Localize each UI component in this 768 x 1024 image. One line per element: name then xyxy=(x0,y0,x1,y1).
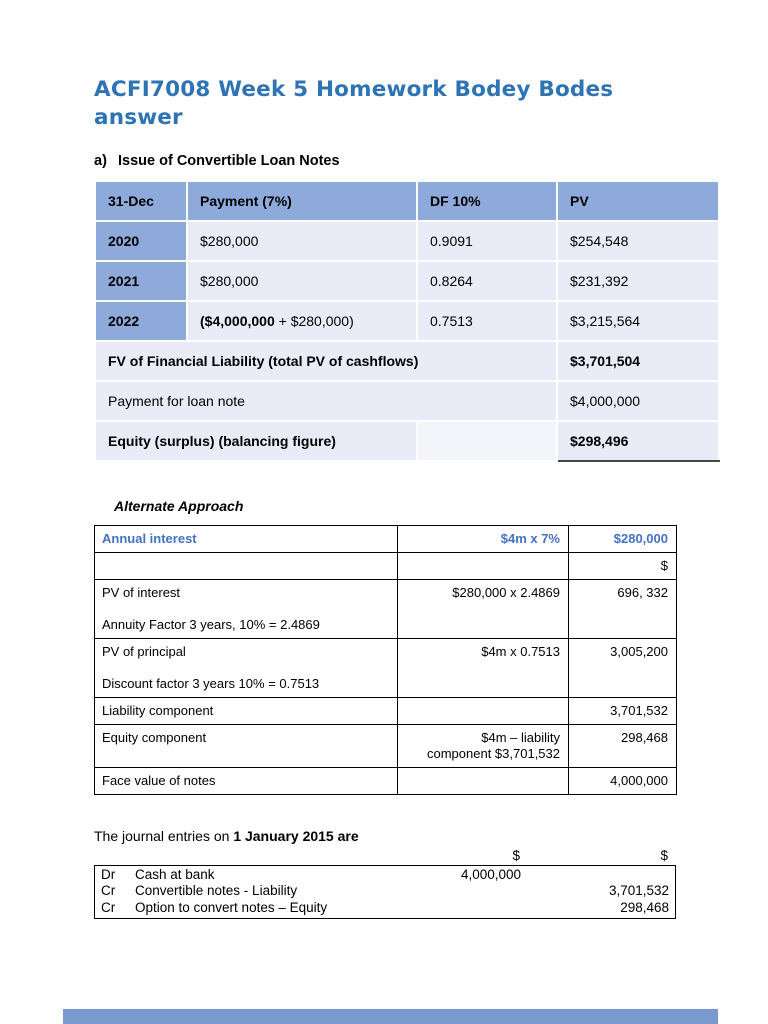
pv-row-2020: 2020 $280,000 0.9091 $254,548 xyxy=(94,219,720,262)
pv-summary-fv-label: FV of Financial Liability (total PV of c… xyxy=(94,339,558,382)
pv-summary-fv-value: $3,701,504 xyxy=(556,339,720,382)
pv-summary-payment-value: $4,000,000 xyxy=(556,379,720,422)
pv-header-df: DF 10% xyxy=(416,179,558,222)
alternate-approach-heading: Alternate Approach xyxy=(114,497,244,514)
pv-pv-cell: $254,548 xyxy=(556,219,720,262)
pv-summary-equity-label: Equity (surplus) (balancing figure) xyxy=(94,419,418,462)
alt-row-value: 298,468 xyxy=(568,723,677,768)
alt-empty-cell xyxy=(397,551,569,580)
journal-entry-row: Cr Convertible notes - Liability 3,701,5… xyxy=(95,883,677,900)
journal-entry-credit xyxy=(521,867,677,884)
alt-row-label: PV of principal Discount factor 3 years … xyxy=(94,637,398,698)
pv-header-payment: Payment (7%) xyxy=(186,179,418,222)
pv-year-cell: 2022 xyxy=(94,299,188,342)
journal-entry-account: Option to convert notes – Equity xyxy=(135,899,328,915)
pv-df-cell: 0.8264 xyxy=(416,259,558,302)
alt-row-equity: Equity component $4m – liability compone… xyxy=(94,723,677,768)
journal-entry-side: Dr xyxy=(101,866,116,882)
journal-intro-date: 1 January 2015 are xyxy=(233,827,359,844)
pv-summary-equity-value: $298,496 xyxy=(556,419,720,462)
pv-header-row: 31-Dec Payment (7%) DF 10% PV xyxy=(94,179,720,222)
section-a-title: Issue of Convertible Loan Notes xyxy=(118,152,340,169)
alt-top-value: $280,000 xyxy=(568,524,677,553)
pv-header-pv: PV xyxy=(556,179,720,222)
alt-top-label: Annual interest xyxy=(94,524,398,553)
journal-entry-account: Cash at bank xyxy=(135,866,215,882)
pv-year-cell: 2021 xyxy=(94,259,188,302)
journal-header-spacer xyxy=(94,848,134,863)
pv-pv-cell: $231,392 xyxy=(556,259,720,302)
journal-entry-row: Cr Option to convert notes – Equity 298,… xyxy=(95,900,677,917)
pv-summary-equity-row: Equity (surplus) (balancing figure) $298… xyxy=(94,419,720,462)
alt-row-liability: Liability component 3,701,532 xyxy=(94,696,677,725)
alt-row-calc xyxy=(397,696,569,725)
next-page-edge-strip xyxy=(63,1009,718,1024)
alt-row-calc: $4m – liability component $3,701,532 xyxy=(397,723,569,768)
alt-row-value: 4,000,000 xyxy=(568,766,677,795)
alt-top-row: Annual interest $4m x 7% $280,000 xyxy=(94,524,677,553)
journal-entry-account: Convertible notes - Liability xyxy=(135,883,298,899)
journal-debit-symbol: $ xyxy=(512,847,520,863)
alt-row-calc: $280,000 x 2.4869 xyxy=(397,578,569,639)
alt-row-pv-interest: PV of interest Annuity Factor 3 years, 1… xyxy=(94,578,677,639)
pv-payment-cell: ($4,000,000 + $280,000) xyxy=(186,299,418,342)
pv-header-date: 31-Dec xyxy=(94,179,188,222)
page-title: ACFI7008 Week 5 Homework Bodey Bodes ans… xyxy=(94,76,720,133)
alt-currency-row: $ xyxy=(94,551,677,580)
document-content: ACFI7008 Week 5 Homework Bodey Bodes ans… xyxy=(94,0,720,920)
alt-top-calc: $4m x 7% xyxy=(397,524,569,553)
section-a-heading: a) Issue of Convertible Loan Notes xyxy=(94,153,720,169)
alt-row-value: 3,005,200 xyxy=(568,637,677,698)
alt-row-label: Equity component xyxy=(94,723,398,768)
journal-entry-debit xyxy=(381,883,521,900)
alt-empty-cell xyxy=(94,551,398,580)
alt-row-label: Face value of notes xyxy=(94,766,398,795)
alt-row-value: 696, 332 xyxy=(568,578,677,639)
journal-entry-credit: 3,701,532 xyxy=(608,883,669,899)
journal-intro-text: The journal entries on xyxy=(94,827,234,844)
page-title-line1: ACFI7008 Week 5 Homework Bodey Bodes xyxy=(94,77,614,102)
journal-currency-header: $ $ xyxy=(94,848,676,863)
alternate-table: Annual interest $4m x 7% $280,000 $ PV o… xyxy=(94,524,677,795)
section-a-label: a) xyxy=(94,152,107,169)
alt-row-pv-principal: PV of principal Discount factor 3 years … xyxy=(94,637,677,698)
alt-row-label: Liability component xyxy=(94,696,398,725)
pv-summary-payment-label: Payment for loan note xyxy=(94,379,558,422)
alt-row-face-value: Face value of notes 4,000,000 xyxy=(94,766,677,795)
pv-row-2021: 2021 $280,000 0.8264 $231,392 xyxy=(94,259,720,302)
alt-row-calc: $4m x 0.7513 xyxy=(397,637,569,698)
journal-entry-side: Cr xyxy=(101,883,116,899)
alt-row-label: PV of interest Annuity Factor 3 years, 1… xyxy=(94,578,398,639)
journal-credit-symbol: $ xyxy=(660,847,668,863)
pv-payment-cell: $280,000 xyxy=(186,259,418,302)
journal-table: Dr Cash at bank 4,000,000 Cr Convertible… xyxy=(94,864,677,920)
journal-entry-credit: 298,468 xyxy=(620,899,669,915)
pv-payment-bold-part: ($4,000,000 xyxy=(200,312,275,329)
pv-pv-cell: $3,215,564 xyxy=(556,299,720,342)
journal-header-spacer xyxy=(134,848,380,863)
journal-entry-row: Dr Cash at bank 4,000,000 xyxy=(95,867,677,884)
pv-payment-cell: $280,000 xyxy=(186,219,418,262)
journal-entry-debit xyxy=(381,900,521,917)
pv-payment-rest: + $280,000) xyxy=(274,312,354,329)
pv-table: 31-Dec Payment (7%) DF 10% PV 2020 $280,… xyxy=(94,179,720,462)
page-title-line2: answer xyxy=(94,105,183,131)
journal-intro: The journal entries on 1 January 2015 ar… xyxy=(94,828,720,844)
journal-entry-debit: 4,000,000 xyxy=(460,866,521,882)
alt-row-calc xyxy=(397,766,569,795)
pv-year-cell: 2020 xyxy=(94,219,188,262)
alt-currency-symbol: $ xyxy=(568,551,677,580)
pv-summary-equity-spacer xyxy=(416,419,558,462)
pv-summary-fv-row: FV of Financial Liability (total PV of c… xyxy=(94,339,720,382)
pv-df-cell: 0.9091 xyxy=(416,219,558,262)
journal-entry-side: Cr xyxy=(101,899,116,915)
pv-df-cell: 0.7513 xyxy=(416,299,558,342)
alt-row-value: 3,701,532 xyxy=(568,696,677,725)
pv-row-2022: 2022 ($4,000,000 + $280,000) 0.7513 $3,2… xyxy=(94,299,720,342)
pv-summary-payment-row: Payment for loan note $4,000,000 xyxy=(94,379,720,422)
